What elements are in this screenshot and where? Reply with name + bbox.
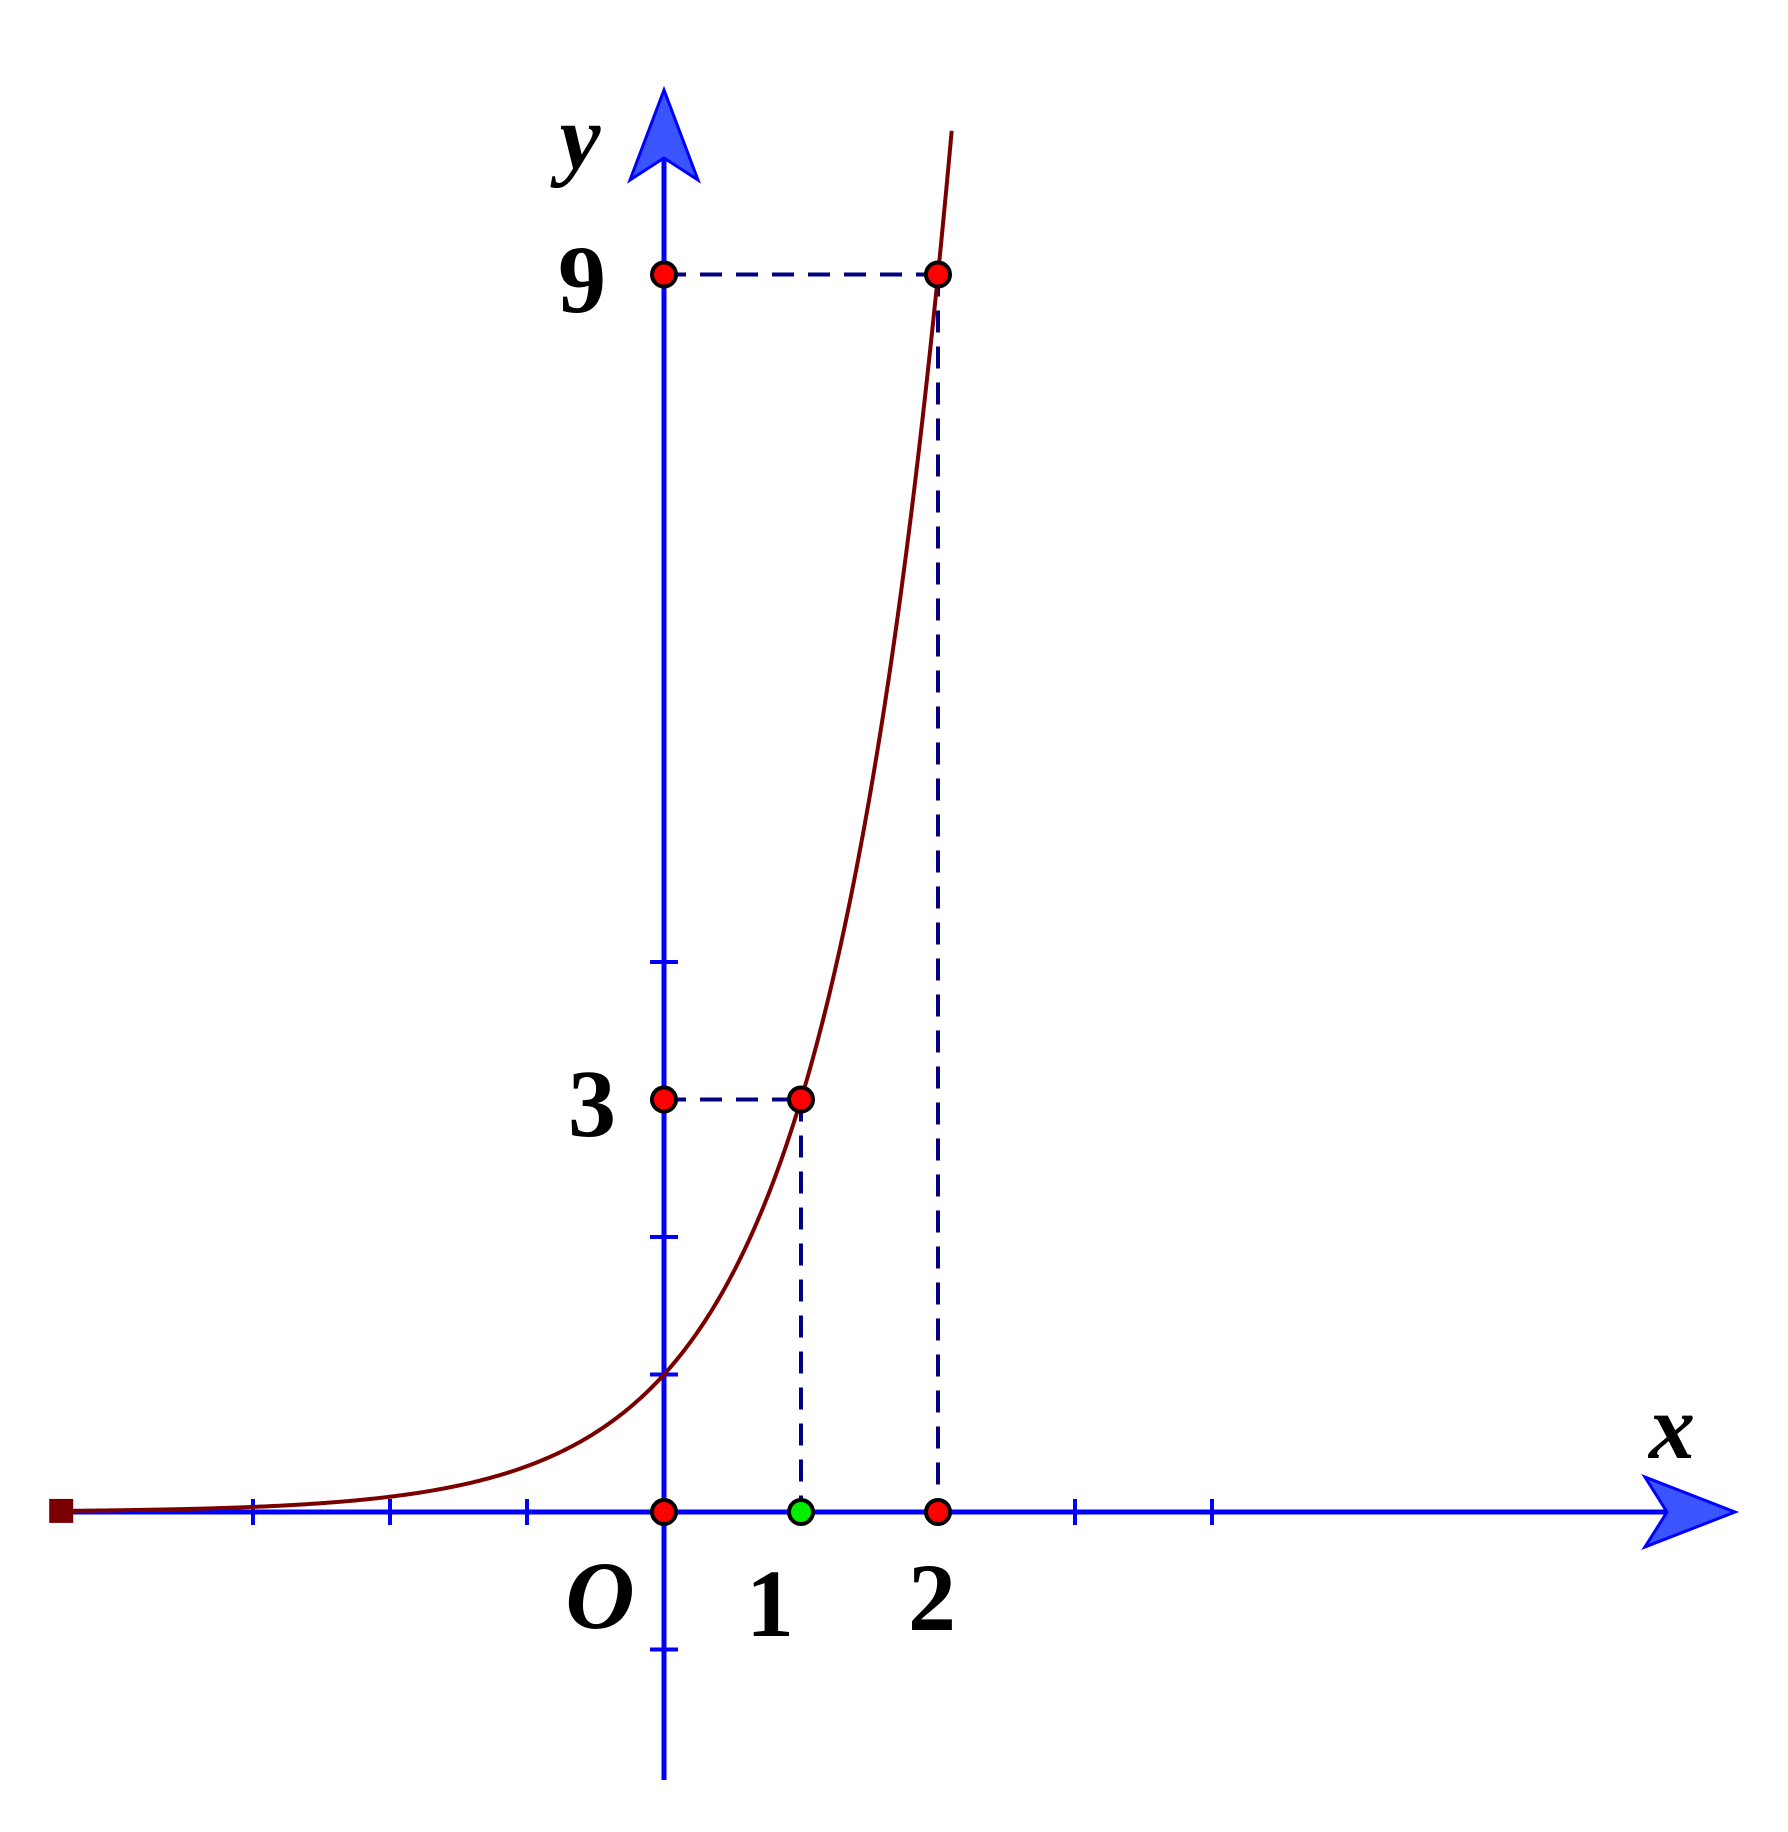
x-tick-label-1: 1 <box>746 1550 794 1657</box>
marked-point <box>924 260 952 289</box>
marked-points <box>650 260 952 1526</box>
axis-ticks <box>251 960 1214 1652</box>
x-axis-label: x <box>1647 1376 1695 1478</box>
guide-lines <box>664 272 940 1512</box>
axis-labels: x y O 1 2 3 9 <box>550 86 1695 1657</box>
y-axis-arrowhead <box>626 85 702 184</box>
marked-point <box>787 1498 815 1526</box>
y-axis-label: y <box>550 86 602 188</box>
x-axis-arrowhead <box>1641 1473 1740 1551</box>
marked-point <box>650 1085 678 1114</box>
curve <box>49 130 954 1523</box>
axes <box>61 85 1740 1780</box>
origin-label: O <box>565 1542 634 1649</box>
y-tick-label-9: 9 <box>558 226 606 333</box>
marked-point <box>787 1085 815 1114</box>
exponential-curve <box>61 130 954 1513</box>
x-tick-label-2: 2 <box>908 1544 956 1651</box>
marked-point <box>924 1498 952 1526</box>
curve-start-marker <box>49 1498 74 1523</box>
marked-point <box>650 1498 678 1526</box>
y-tick-label-3: 3 <box>568 1050 616 1157</box>
marked-point <box>650 260 678 289</box>
